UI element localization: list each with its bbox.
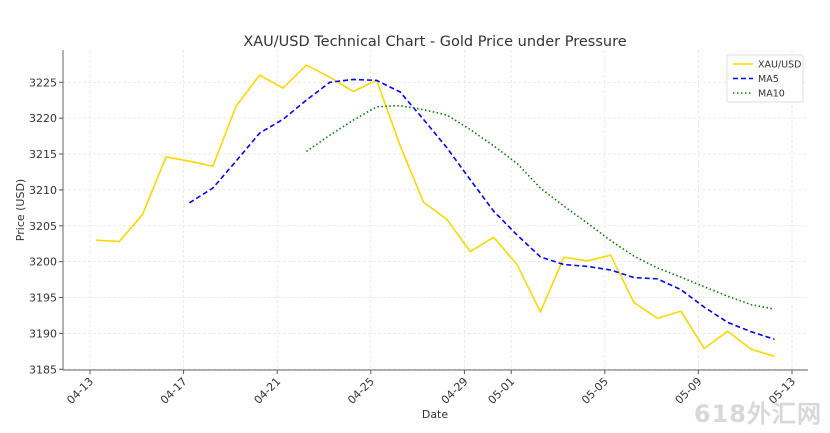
x-tick-label: 04-21 (252, 375, 284, 407)
series-line-ma10 (305, 104, 775, 310)
series-line-xau-usd (95, 64, 775, 358)
x-axis-label: Date (422, 408, 449, 421)
x-tick-label: 05-01 (486, 375, 518, 407)
x-tick-label: 04-25 (345, 375, 377, 407)
y-tick-label: 3190 (29, 327, 57, 340)
y-tick-label: 3195 (29, 292, 57, 305)
y-tick-label: 3220 (29, 112, 57, 125)
y-tick-label: 3200 (29, 256, 57, 269)
y-tick-label: 3210 (29, 184, 57, 197)
legend: XAU/USD MA5 MA10 (726, 54, 804, 103)
legend-label: XAU/USD (758, 60, 801, 71)
y-tick-label: 3205 (29, 220, 57, 233)
legend-box (726, 54, 804, 103)
legend-label: MA10 (758, 89, 785, 100)
y-tick-label: 3215 (29, 148, 57, 161)
y-tick-label: 3225 (29, 76, 57, 89)
y-tick-label: 3185 (29, 363, 57, 376)
series-line-ma5 (189, 78, 775, 341)
x-tick-label: 04-17 (158, 375, 190, 407)
watermark: 618外汇网 (693, 400, 822, 428)
grid (63, 50, 808, 370)
x-tick-label: 05-05 (579, 375, 611, 407)
series-lines (95, 64, 775, 358)
x-tick-label: 04-29 (439, 375, 471, 407)
legend-label: MA5 (758, 74, 779, 85)
y-axis-label: Price (USD) (14, 179, 27, 241)
axes: 3185 3190 3195 3200 3205 3210 3215 3220 3225 04-1… (29, 50, 808, 407)
x-tick-label: 04-13 (64, 375, 96, 407)
chart-title: XAU/USD Technical Chart - Gold Price und… (243, 34, 626, 50)
